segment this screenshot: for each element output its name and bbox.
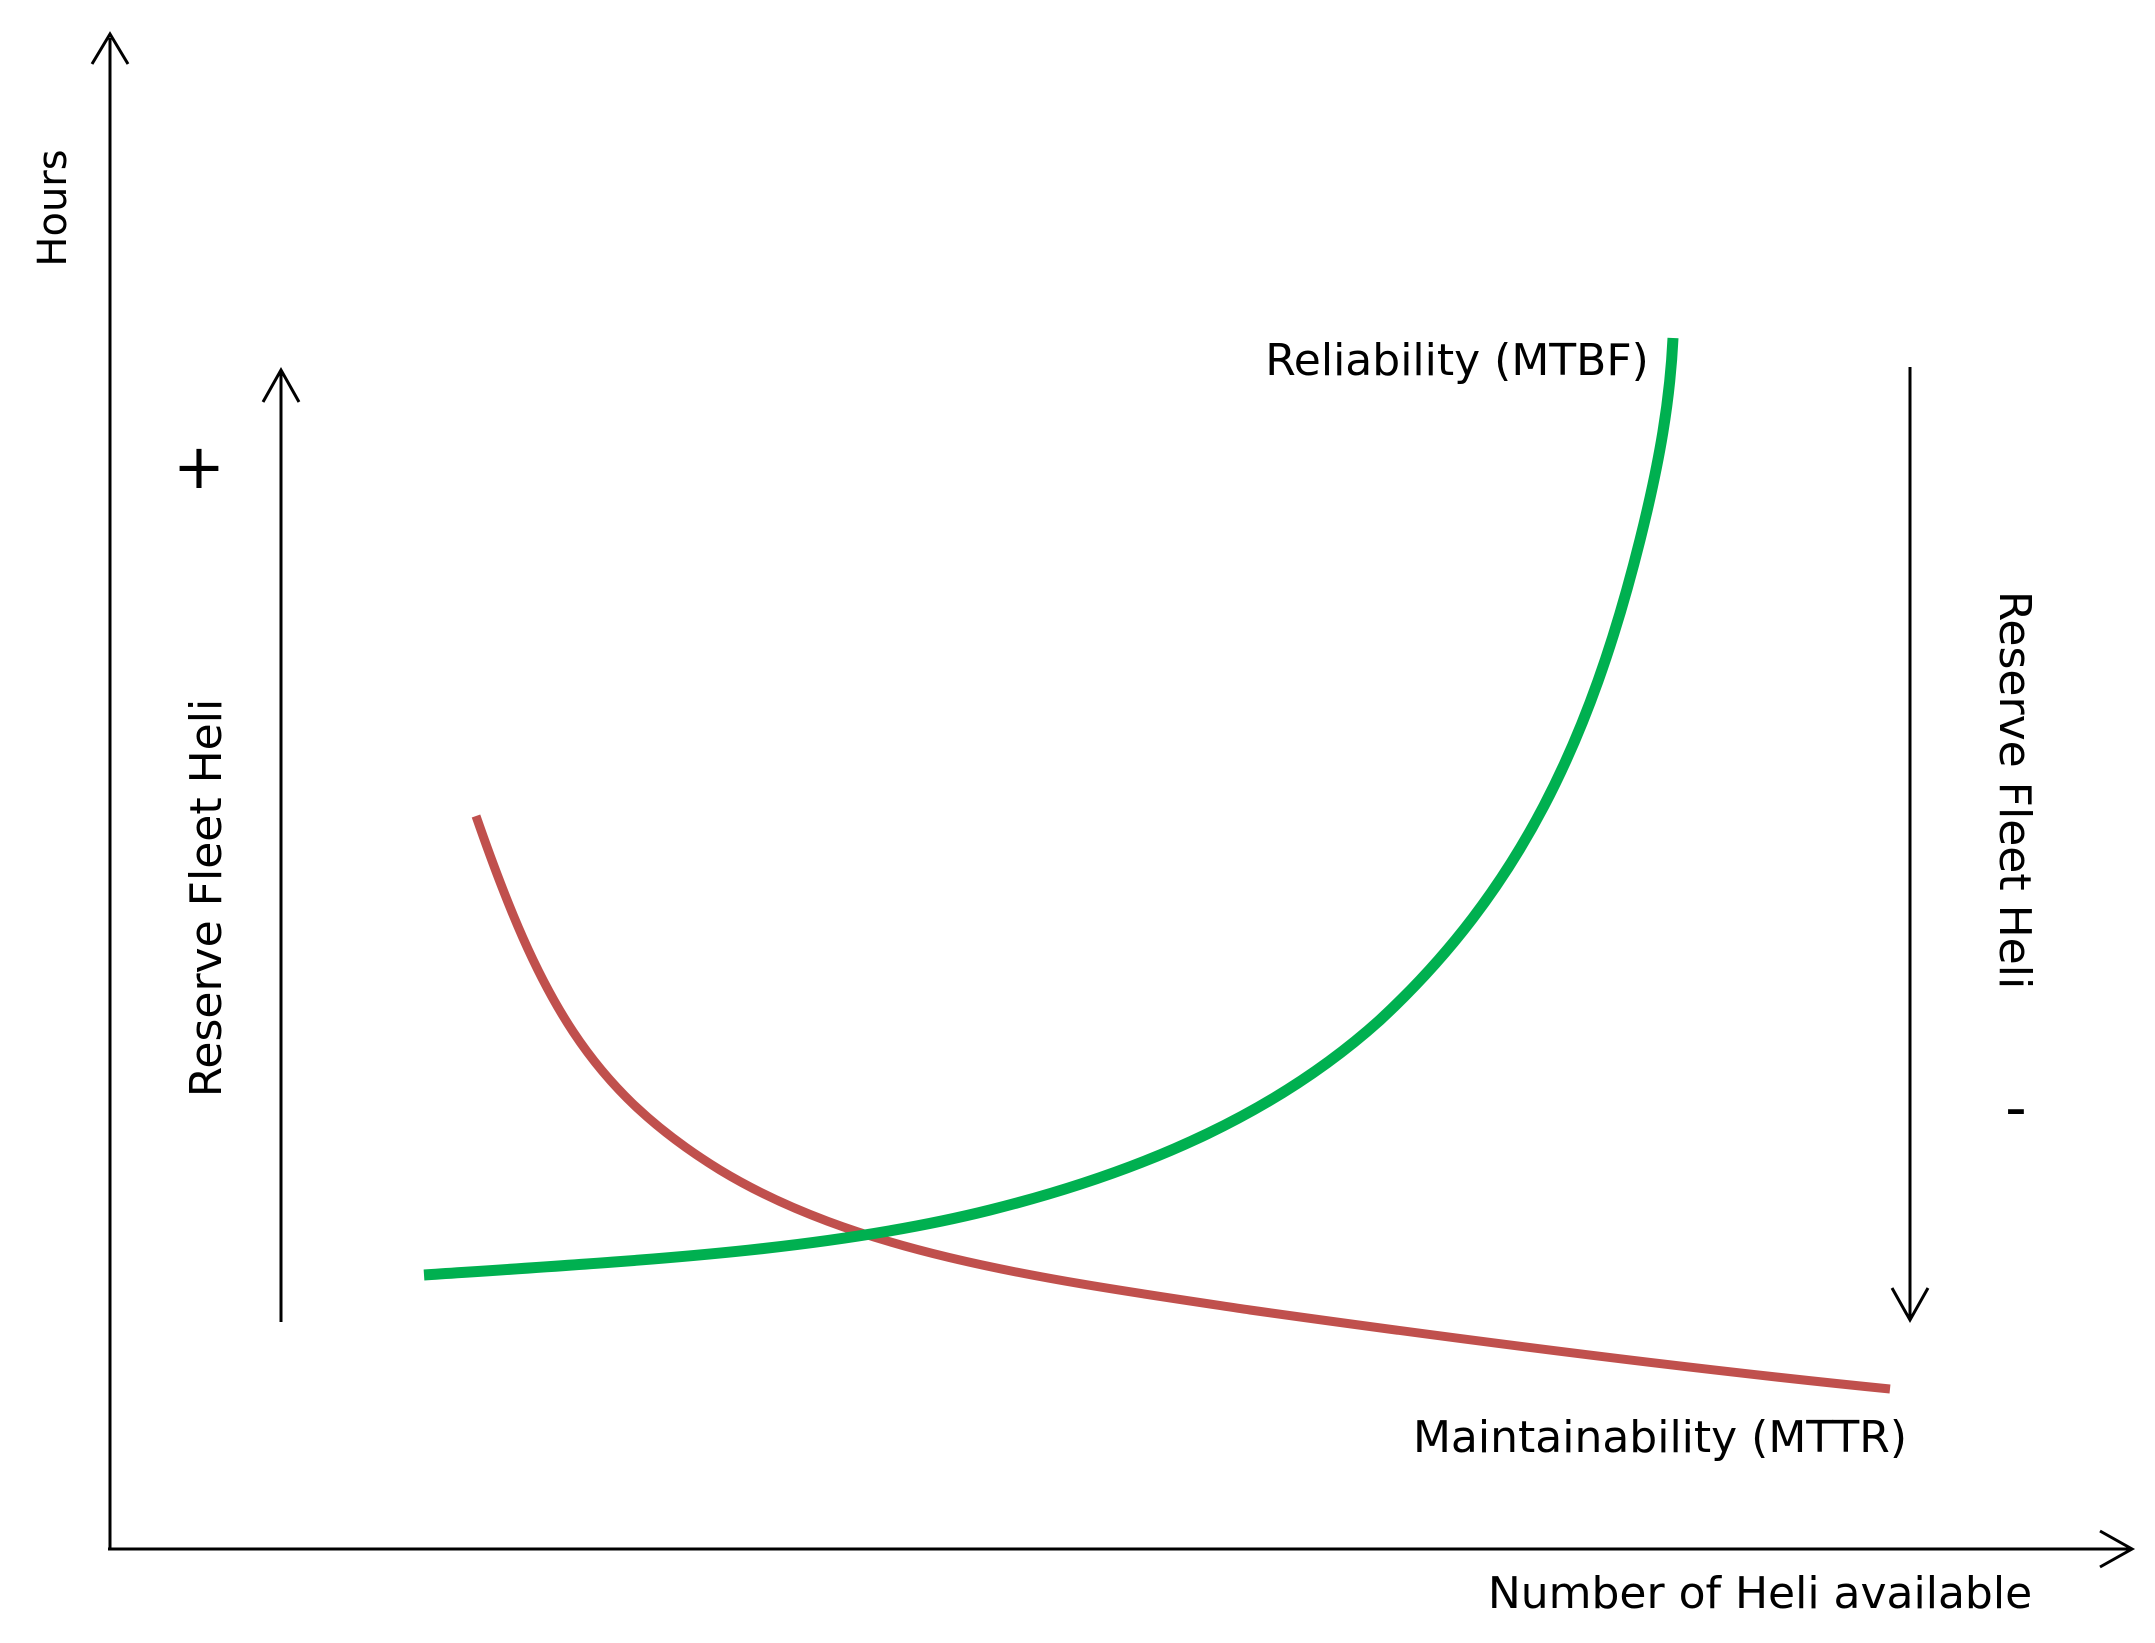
left-indicator-arrowhead xyxy=(261,366,301,403)
reliability-curve-label: Reliability (MTBF) xyxy=(1265,335,1649,386)
maintainability-curve xyxy=(471,814,1891,1394)
y-axis-label: Hours xyxy=(30,149,76,266)
maintainability-curve-label: Maintainability (MTTR) xyxy=(1413,1412,1907,1463)
left-indicator-plus-sign: + xyxy=(173,430,225,503)
x-axis-label: Number of Heli available xyxy=(1488,1568,2032,1619)
y-axis-arrowhead xyxy=(90,31,130,65)
right-indicator-arrowhead xyxy=(1890,1287,1930,1324)
x-axis-arrowhead xyxy=(2099,1529,2136,1569)
right-indicator-minus-sign: - xyxy=(2005,1073,2027,1143)
right-indicator-label: Reserve Fleet Heli xyxy=(1989,591,2040,989)
left-indicator-label: Reserve Fleet Heli xyxy=(181,699,232,1097)
reliability-curve xyxy=(423,337,1679,1281)
